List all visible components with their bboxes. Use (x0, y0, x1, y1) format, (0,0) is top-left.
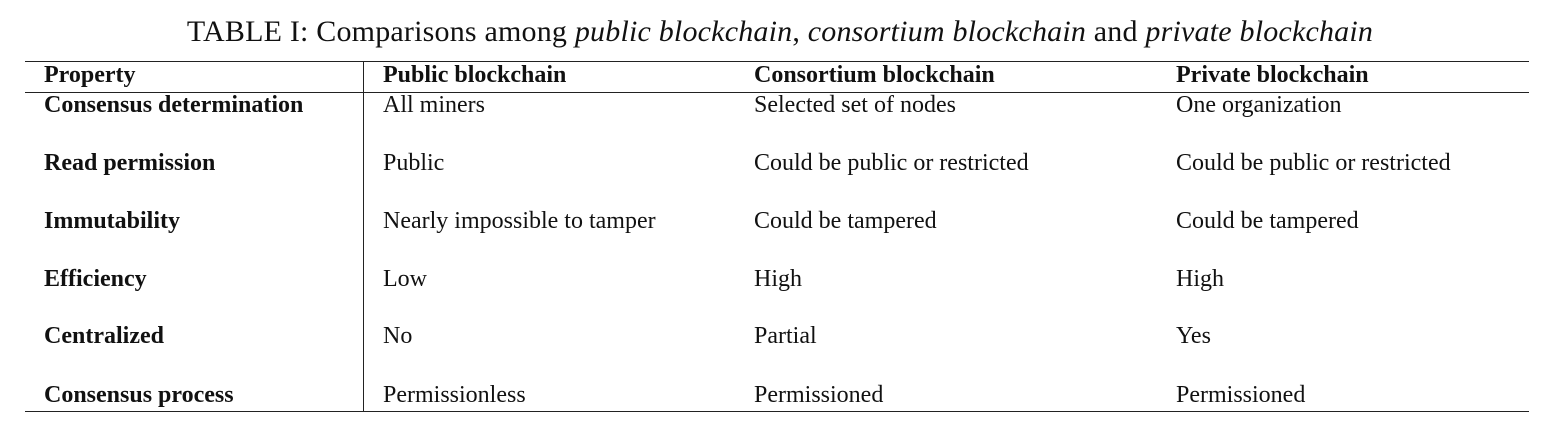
table-column-divider (363, 61, 364, 412)
header-cell-consortium: Consortium blockchain (754, 62, 995, 88)
caption-consortium-term: consortium blockchain (807, 15, 1087, 48)
row-label: Efficiency (44, 266, 147, 292)
table-cell: Partial (754, 323, 817, 349)
table-cell: Yes (1176, 323, 1211, 349)
table-cell: No (383, 323, 413, 349)
caption-separator: , (792, 15, 808, 48)
table-cell: Could be public or restricted (754, 150, 1029, 176)
caption-public-term: public blockchain (574, 15, 793, 48)
table-caption: TABLE I: Comparisons among public blockc… (0, 14, 1545, 50)
table-cell: Permissioned (1176, 382, 1306, 408)
row-label: Consensus process (44, 382, 234, 408)
table-top-rule (25, 61, 1529, 62)
table-cell: Could be public or restricted (1176, 150, 1451, 176)
table-cell: Low (383, 266, 427, 292)
table-cell: Selected set of nodes (754, 92, 956, 118)
row-label: Centralized (44, 323, 164, 349)
row-label: Immutability (44, 208, 181, 234)
table-cell: High (1176, 266, 1224, 292)
table-cell: Public (383, 150, 445, 176)
header-cell-private: Private blockchain (1176, 62, 1369, 88)
caption-private-term: private blockchain (1145, 15, 1374, 48)
table-cell: One organization (1176, 92, 1342, 118)
table-cell: Could be tampered (1176, 208, 1359, 234)
table-bottom-rule (25, 411, 1529, 412)
header-cell-public: Public blockchain (383, 62, 567, 88)
table-header-rule (25, 92, 1529, 93)
row-label: Read permission (44, 150, 216, 176)
table-cell: Could be tampered (754, 208, 937, 234)
table-cell: Nearly impossible to tamper (383, 208, 656, 234)
table-cell: High (754, 266, 802, 292)
table-cell: All miners (383, 92, 485, 118)
table-cell: Permissioned (754, 382, 884, 408)
caption-label: TABLE I: Comparisons among (186, 15, 575, 48)
table-cell: Permissionless (383, 382, 526, 408)
caption-separator: and (1086, 15, 1146, 48)
row-label: Consensus determination (44, 92, 304, 118)
header-cell-property: Property (44, 62, 136, 88)
